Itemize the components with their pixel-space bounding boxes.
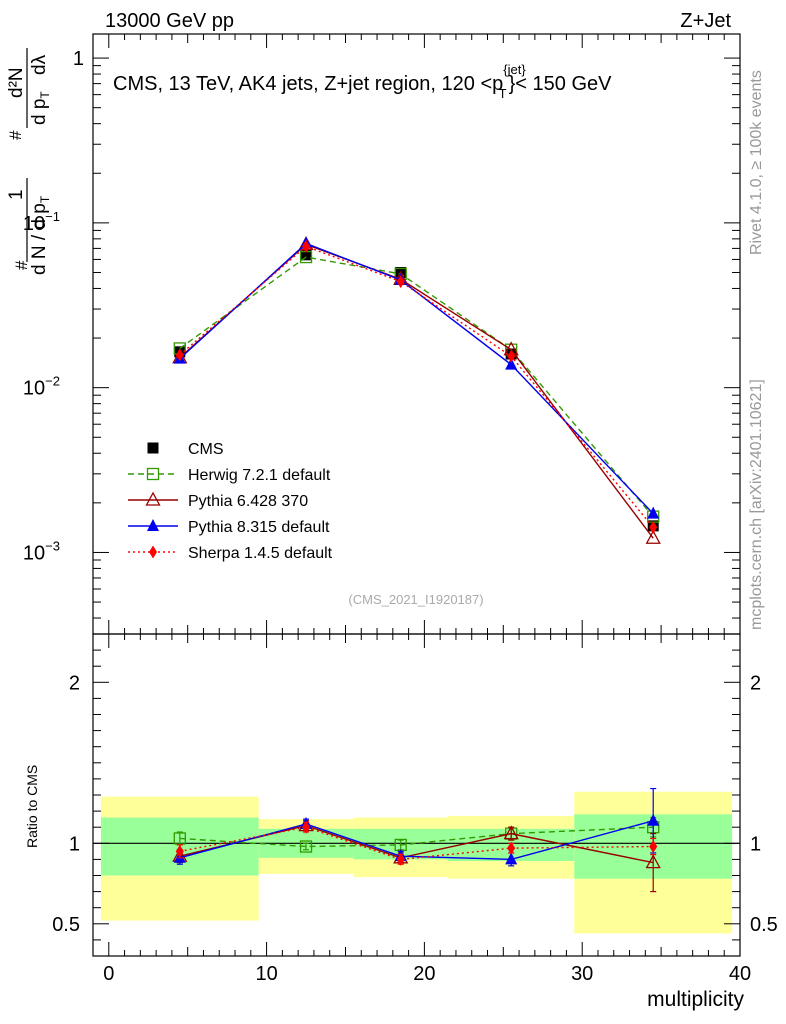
x-axis-label: multiplicity [647, 988, 744, 1011]
ratio-marker [175, 844, 184, 858]
legend-title-post: }< 150 GeV [509, 73, 613, 95]
side-rivet: Rivet 4.1.0, ≥ 100k events [748, 70, 765, 255]
series-line-ratio [179, 826, 654, 861]
y-axis-label-main: # 1 d N / d pT # d²N d pT dλ [6, 48, 52, 275]
header-right: Z+Jet [680, 10, 731, 32]
main-marker [505, 357, 518, 370]
legend: CMS Herwig 7.2.1 default Pythia 6.428 370 P… [128, 441, 333, 562]
main-marker [645, 529, 661, 544]
legend-label: Pythia 8.315 default [188, 519, 330, 536]
ratio-tick-label: 1 [69, 833, 80, 855]
ratio-marker [645, 854, 661, 869]
header-left: 13000 GeV pp [105, 10, 234, 32]
axis-ticks: 0 10 20 30 40 1 10−1 10−2 10−3 0.5 0.5 1 1 2 2 [23, 34, 778, 985]
ylabel-frac-den: d N / d pT [29, 195, 52, 275]
side-mcplots: mcplots.cern.ch [arXiv:2401.10621] [748, 379, 765, 630]
ratio-marker [396, 852, 405, 866]
main-marker [302, 239, 311, 253]
ylabel-hash-1: # [12, 260, 31, 270]
x-tick-label: 30 [571, 963, 593, 985]
legend-label: Herwig 7.2.1 default [188, 467, 331, 484]
legend-item-2: Pythia 6.428 370 [128, 491, 308, 510]
legend-label: CMS [188, 441, 224, 458]
legend-title-sub: T [499, 86, 507, 101]
y-tick-label: 1 [73, 48, 84, 70]
main-marker [300, 249, 312, 261]
watermark: (CMS_2021_I1920187) [348, 592, 483, 607]
series-line-main [179, 245, 654, 528]
ratio-marker [507, 841, 516, 855]
y-axis-label-ratio: Ratio to CMS [24, 765, 40, 848]
legend-item-0: CMS [147, 441, 224, 458]
ratio-tick-label-right: 0.5 [750, 914, 778, 936]
y-tick-label: 10−3 [23, 538, 60, 564]
ratio-marker [302, 820, 311, 834]
main-marker [647, 506, 660, 519]
y-tick-label: 10−2 [23, 374, 60, 400]
legend-title-sup: {jet} [503, 62, 526, 77]
ratio-marker [647, 813, 660, 826]
main-frame [92, 33, 741, 635]
legend-marker [145, 491, 161, 506]
main-marker [175, 348, 184, 362]
legend-label: Pythia 6.428 370 [188, 493, 308, 510]
main-marker [649, 520, 658, 534]
ratio-tick-label-right: 2 [750, 672, 761, 694]
ratio-tick-label: 0.5 [52, 914, 80, 936]
legend-marker [149, 545, 157, 559]
legend-item-4: Sherpa 1.4.5 default [128, 545, 333, 562]
ylabel-hash-2: # [6, 130, 25, 140]
ratio-marker [649, 840, 658, 854]
legend-title: CMS, 13 TeV, AK4 jets, Z+jet region, 120… [113, 62, 612, 101]
ratio-marker [505, 852, 518, 865]
legend-label: Sherpa 1.4.5 default [188, 545, 333, 562]
ratio-marker [173, 832, 186, 845]
ylabel-den2: d pT [29, 91, 52, 125]
legend-item-3: Pythia 8.315 default [128, 519, 330, 536]
legend-marker [147, 442, 159, 454]
ylabel-num2: d²N [6, 67, 27, 98]
y-tick-label: 10−1 [23, 209, 60, 235]
data-series [172, 236, 661, 893]
legend-item-1: Herwig 7.2.1 default [128, 467, 331, 484]
ratio-marker [299, 840, 313, 853]
ratio-bands [93, 791, 740, 934]
ratio-tick-label-right: 1 [750, 833, 761, 855]
ylabel-dlambda: dλ [29, 54, 50, 75]
ratio-marker [503, 825, 519, 840]
ylabel-frac-num: 1 [6, 189, 27, 200]
main-marker [396, 275, 405, 289]
ratio-tick-label: 2 [69, 672, 80, 694]
series-4 [175, 239, 658, 866]
x-tick-label: 40 [729, 963, 751, 985]
x-tick-label: 20 [413, 963, 435, 985]
x-tick-label: 10 [255, 963, 277, 985]
main-marker [507, 349, 516, 363]
legend-marker [146, 467, 160, 481]
legend-marker [147, 519, 159, 531]
x-tick-label: 0 [103, 963, 114, 985]
